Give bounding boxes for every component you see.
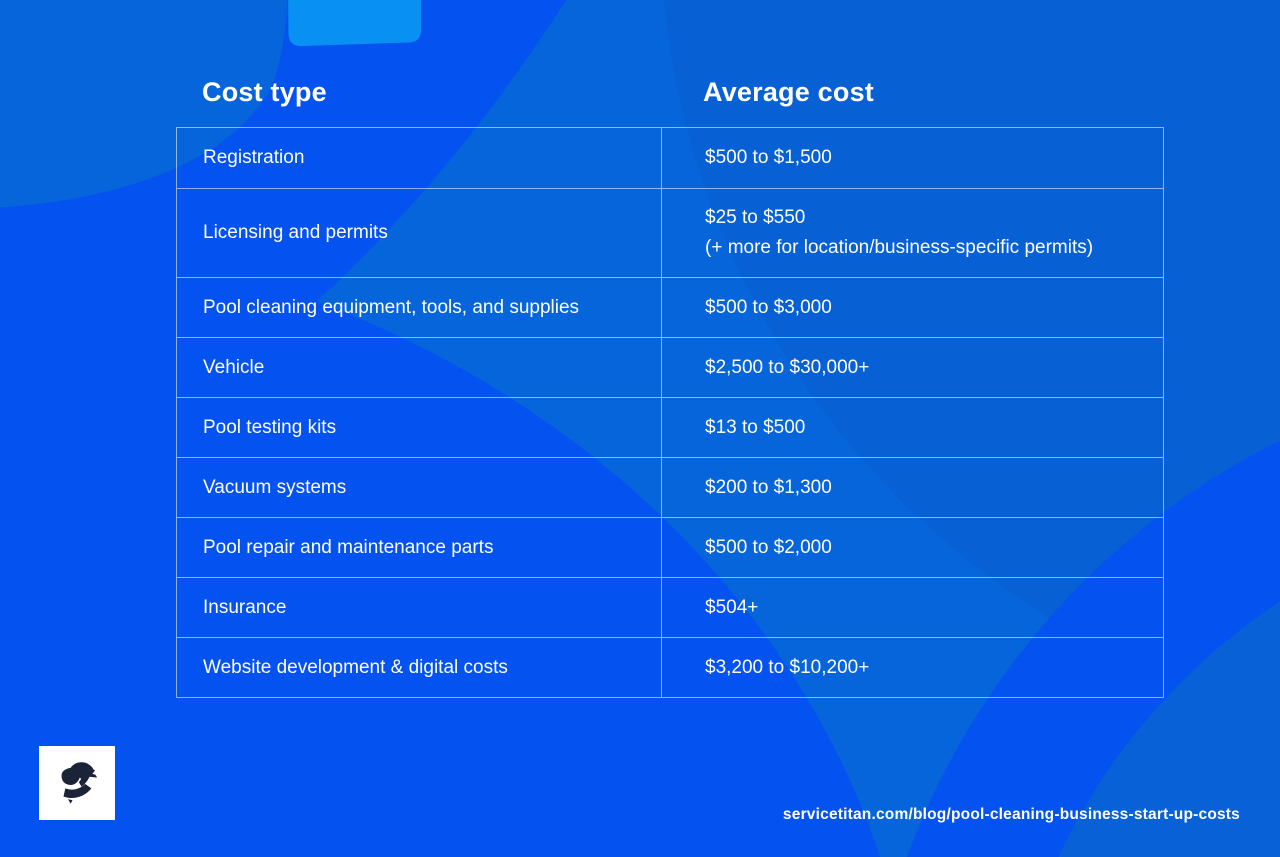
average-cost-cell: $500 to $1,500 bbox=[661, 128, 1163, 188]
table-row: Licensing and permits $25 to $550 (+ mor… bbox=[177, 188, 1163, 277]
average-cost-header: Average cost bbox=[703, 77, 874, 107]
table-row: Registration $500 to $1,500 bbox=[177, 128, 1163, 188]
average-cost-cell: $2,500 to $30,000+ bbox=[661, 338, 1163, 397]
bottom-left-bright-circle bbox=[0, 232, 880, 857]
average-cost-cell: $500 to $3,000 bbox=[661, 278, 1163, 337]
table-row: Pool cleaning equipment, tools, and supp… bbox=[177, 277, 1163, 337]
column-headers: Cost type Average cost bbox=[176, 76, 1164, 108]
average-cost-value: $500 to $3,000 bbox=[705, 296, 832, 318]
cost-type-cell: Licensing and permits bbox=[203, 222, 388, 243]
average-cost-value: $13 to $500 bbox=[705, 416, 806, 438]
table-row: Vehicle $2,500 to $30,000+ bbox=[177, 337, 1163, 397]
cost-type-header: Cost type bbox=[202, 77, 327, 107]
table-row: Pool repair and maintenance parts $500 t… bbox=[177, 517, 1163, 577]
average-cost-value: $500 to $1,500 bbox=[705, 147, 832, 168]
table-row: Vacuum systems $200 to $1,300 bbox=[177, 457, 1163, 517]
table-row: Website development & digital costs $3,2… bbox=[177, 637, 1163, 697]
bottom-right-inner-circle bbox=[1058, 601, 1280, 857]
average-cost-value: $500 to $2,000 bbox=[705, 536, 832, 558]
average-cost-cell: $13 to $500 bbox=[661, 398, 1163, 457]
average-cost-value: $25 to $550 bbox=[705, 207, 806, 228]
average-cost-cell: $200 to $1,300 bbox=[661, 458, 1163, 517]
table-row: Insurance $504+ bbox=[177, 577, 1163, 637]
cost-type-cell: Registration bbox=[203, 147, 305, 168]
average-cost-cell: $25 to $550 (+ more for location/busines… bbox=[661, 189, 1163, 277]
titan-mascot-icon bbox=[61, 762, 97, 804]
cost-table: Registration $500 to $1,500 Licensing an… bbox=[176, 127, 1164, 698]
cost-type-cell: Insurance bbox=[203, 596, 287, 618]
average-cost-value: $504+ bbox=[705, 596, 759, 618]
servicetitan-logo-badge bbox=[39, 746, 115, 820]
average-cost-cell: $504+ bbox=[661, 578, 1163, 637]
average-cost-value: $3,200 to $10,200+ bbox=[705, 656, 870, 678]
cost-type-cell: Vacuum systems bbox=[203, 476, 347, 498]
cost-type-cell: Pool testing kits bbox=[203, 416, 337, 438]
table-row: Pool testing kits $13 to $500 bbox=[177, 397, 1163, 457]
top-light-arc-segment bbox=[288, 0, 421, 47]
average-cost-cell: $3,200 to $10,200+ bbox=[661, 638, 1163, 697]
cost-type-cell: Pool repair and maintenance parts bbox=[203, 536, 494, 558]
cost-type-cell: Pool cleaning equipment, tools, and supp… bbox=[203, 296, 580, 318]
average-cost-cell: $500 to $2,000 bbox=[661, 518, 1163, 577]
cost-type-cell: Vehicle bbox=[203, 356, 265, 378]
average-cost-value: $200 to $1,300 bbox=[705, 476, 832, 498]
average-cost-note: (+ more for location/business-specific p… bbox=[705, 237, 1094, 258]
average-cost-value: $2,500 to $30,000+ bbox=[705, 356, 870, 378]
top-right-dark-circle bbox=[664, 0, 1280, 715]
cost-type-cell: Website development & digital costs bbox=[203, 656, 508, 678]
source-url: servicetitan.com/blog/pool-cleaning-busi… bbox=[782, 806, 1240, 823]
